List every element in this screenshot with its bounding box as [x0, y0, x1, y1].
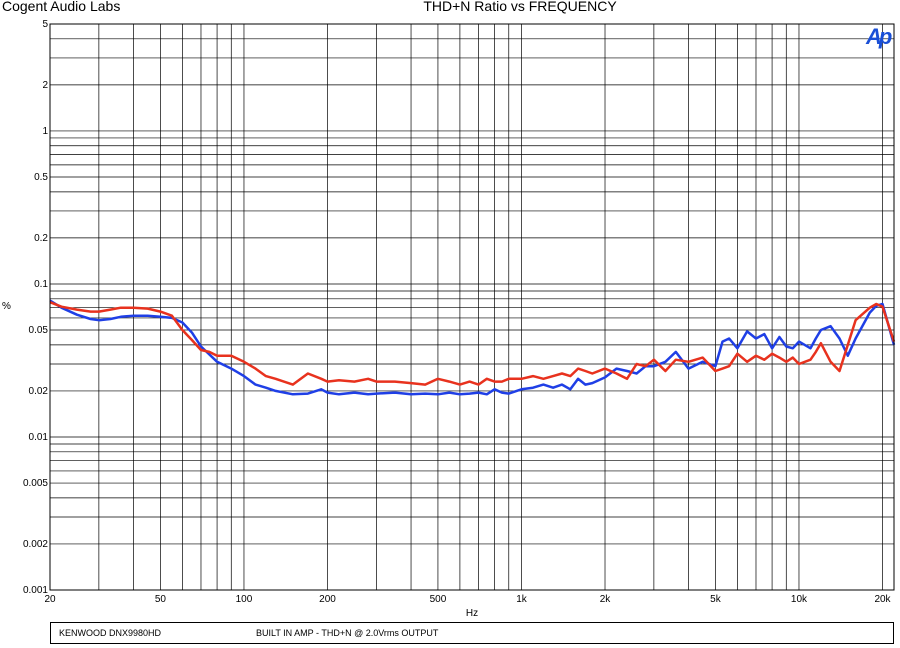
- x-tick-label: 5k: [710, 594, 722, 605]
- x-tick-label: 10k: [791, 594, 808, 605]
- x-tick-label: 20: [44, 594, 56, 605]
- x-tick-label: 2k: [600, 594, 612, 605]
- x-tick-label: 1k: [516, 594, 528, 605]
- x-tick-labels: 20 50 100 200 500 1k 2k 5k 10k 20k: [44, 594, 891, 605]
- x-tick-label: 100: [236, 594, 253, 605]
- y-tick-label: 0.001: [23, 585, 48, 596]
- x-tick-label: 50: [155, 594, 167, 605]
- series-layer: [49, 299, 896, 396]
- y-tick-label: 0.005: [23, 478, 48, 489]
- y-tick-label: 0.02: [29, 386, 49, 397]
- thd-chart: 20 50 100 200 500 1k 2k 5k 10k 20k 5 2 1 0.5 0.2 0.1 0.…: [2, 19, 896, 619]
- footer-description: BUILT IN AMP - THD+N @ 2.0Vrms OUTPUT: [256, 628, 439, 638]
- y-tick-labels: 5 2 1 0.5 0.2 0.1 0.05 0.02 0.01 0.005 0.002 0.001: [23, 19, 48, 596]
- y-axis-label: %: [2, 301, 11, 312]
- y-tick-label: 0.1: [34, 279, 48, 290]
- x-tick-label: 20k: [874, 594, 891, 605]
- plot-border: [49, 23, 895, 591]
- y-tick-label: 0.01: [29, 432, 49, 443]
- x-tick-label: 500: [430, 594, 447, 605]
- grid-minor: [50, 24, 894, 590]
- series-line-blue: [49, 299, 896, 396]
- x-axis-label: Hz: [466, 608, 478, 619]
- title-wrap: THD+N Ratio vs FREQUENCY: [0, 0, 900, 20]
- y-tick-label: 0.05: [29, 325, 49, 336]
- y-tick-label: 0.002: [23, 539, 48, 550]
- footer-device: KENWOOD DNX9980HD: [59, 628, 162, 638]
- y-tick-label: 2: [42, 80, 48, 91]
- y-tick-label: 5: [42, 19, 48, 30]
- ap-logo: Ap: [866, 24, 892, 49]
- footer-box: KENWOOD DNX9980HD BUILT IN AMP - THD+N @…: [50, 622, 894, 644]
- series-line-red: [49, 301, 896, 386]
- brand-label: Cogent Audio Labs: [2, 0, 121, 14]
- y-tick-label: 1: [42, 126, 48, 137]
- x-tick-label: 200: [319, 594, 336, 605]
- y-tick-label: 0.2: [34, 233, 48, 244]
- y-tick-label: 0.5: [34, 172, 48, 183]
- chart-title: THD+N Ratio vs FREQUENCY: [423, 0, 617, 14]
